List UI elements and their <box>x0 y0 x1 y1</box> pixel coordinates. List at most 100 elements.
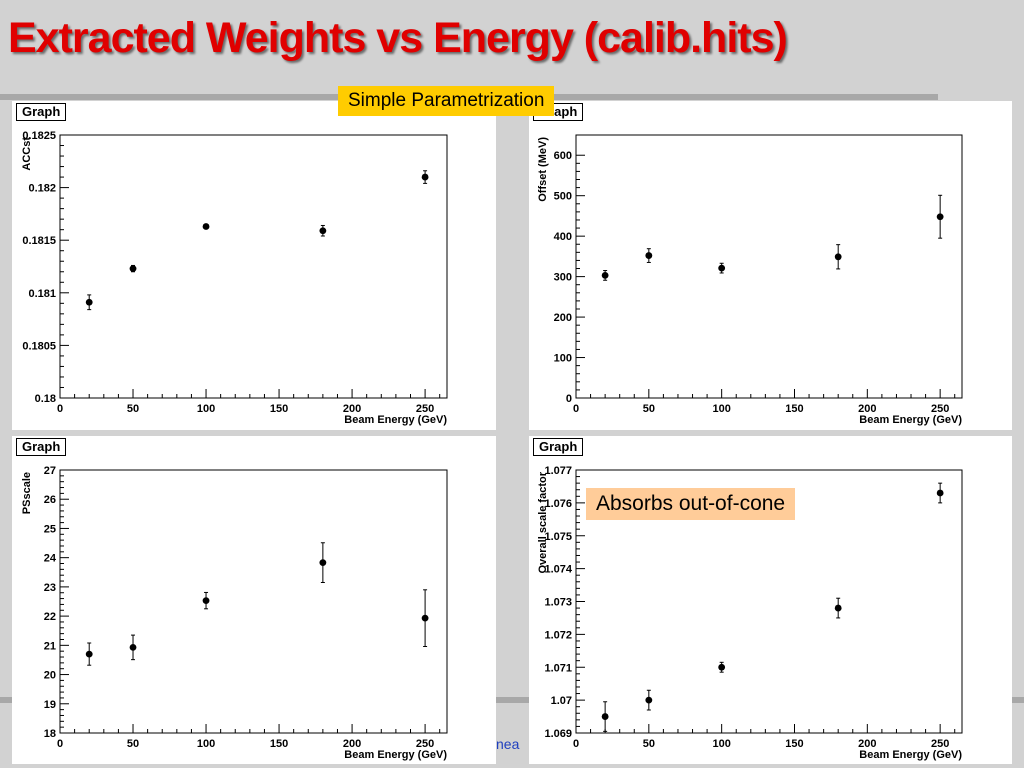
data-point <box>421 173 429 181</box>
x-tick-label: 200 <box>343 403 361 415</box>
y-tick-label: 1.073 <box>544 597 572 609</box>
callout-out-of-cone: Absorbs out-of-cone <box>586 488 796 520</box>
y-tick-label: 1.069 <box>544 728 572 740</box>
x-tick-label: 150 <box>785 403 803 415</box>
y-tick-label: 1.074 <box>544 564 572 576</box>
plot-frame <box>575 134 963 399</box>
x-tick-label: 0 <box>573 738 579 750</box>
chart-svg: 0 50 100 150 200 250 0 100 200 300 400 500 600 Beam E… <box>537 134 963 426</box>
y-tick-label: 22 <box>44 611 56 623</box>
y-tick-label: 200 <box>554 312 572 324</box>
y-tick-label: 21 <box>44 640 56 652</box>
y-tick-label: 20 <box>44 670 56 682</box>
graph-tag: Graph <box>16 103 67 121</box>
data-point <box>936 489 944 497</box>
data-point <box>645 252 653 259</box>
slide-title: Extracted Weights vs Energy (calib.hits) <box>8 14 788 62</box>
x-axis-title: Beam Energy (GeV) <box>859 749 962 761</box>
data-point <box>421 614 429 622</box>
data-point <box>129 643 137 651</box>
data-point <box>601 713 609 720</box>
x-tick-label: 100 <box>197 738 215 750</box>
x-tick-label: 0 <box>57 403 63 415</box>
footer-divider <box>0 697 1024 703</box>
y-tick-label: 26 <box>44 494 56 506</box>
x-axis-title: Beam Energy (GeV) <box>859 414 962 426</box>
y-axis-title: ACCst <box>21 137 33 171</box>
plot-frame <box>59 134 448 399</box>
x-tick-label: 50 <box>643 738 655 750</box>
y-tick-label: 1.077 <box>544 465 572 477</box>
graph-tag: Graph <box>533 438 584 456</box>
x-tick-label: 50 <box>127 738 139 750</box>
y-tick-label: 1.071 <box>544 662 572 674</box>
chart-panel-accst: 0 50 100 150 200 250 0.18 0.1805 0.181 0.1815 0.18… <box>12 101 496 430</box>
y-tick-label: 0.18 <box>35 393 56 405</box>
data-point <box>936 213 944 221</box>
data-point <box>85 650 93 658</box>
chart-panel-offset: 0 50 100 150 200 250 0 100 200 300 400 500 600 Beam E… <box>529 101 1012 430</box>
y-tick-label: 23 <box>44 582 56 594</box>
x-tick-label: 250 <box>416 738 434 750</box>
data-point <box>129 265 137 273</box>
y-tick-label: 1.076 <box>544 498 572 510</box>
footer-text: nea <box>496 736 520 752</box>
x-tick-label: 0 <box>573 403 579 415</box>
y-tick-label: 300 <box>554 272 572 284</box>
y-tick-label: 0.1815 <box>22 235 56 247</box>
x-tick-label: 100 <box>712 738 730 750</box>
y-axis-title: Offset (MeV) <box>537 137 549 202</box>
x-tick-label: 150 <box>785 738 803 750</box>
x-tick-label: 100 <box>197 403 215 415</box>
x-tick-label: 250 <box>931 738 949 750</box>
y-tick-label: 1.07 <box>551 695 572 707</box>
data-point <box>645 696 653 704</box>
data-point <box>601 272 609 279</box>
data-point <box>202 597 210 605</box>
data-point <box>718 264 726 272</box>
graph-tag: Graph <box>16 438 67 456</box>
x-tick-label: 0 <box>57 738 63 750</box>
y-tick-label: 19 <box>44 699 56 711</box>
chart-panel-psscale: 0 50 100 150 200 250 18 19 20 21 22 23 24 25 26 27 Beam … <box>12 436 496 764</box>
y-axis-title: Overall scale factor <box>537 471 549 573</box>
y-tick-label: 1.075 <box>544 531 572 543</box>
chart-panel-overall-scale: 0 50 100 150 200 250 1.069 1.07 1.071 1.072 1.073 1… <box>529 436 1012 764</box>
y-tick-label: 25 <box>44 523 56 535</box>
y-tick-label: 500 <box>554 191 572 203</box>
x-axis-title: Beam Energy (GeV) <box>344 414 447 426</box>
x-tick-label: 250 <box>931 403 949 415</box>
chart-svg: 0 50 100 150 200 250 1.069 1.07 1.071 1.072 1.073 1… <box>537 465 963 761</box>
y-tick-label: 0.1825 <box>22 130 56 142</box>
data-point <box>834 604 842 612</box>
y-tick-label: 0.181 <box>28 288 56 300</box>
y-tick-label: 400 <box>554 231 572 243</box>
y-tick-label: 24 <box>44 553 57 565</box>
x-tick-label: 200 <box>858 403 876 415</box>
data-point <box>202 223 210 230</box>
x-axis-title: Beam Energy (GeV) <box>344 749 447 761</box>
data-point <box>85 298 93 306</box>
x-tick-label: 200 <box>858 738 876 750</box>
y-tick-label: 0 <box>566 393 572 405</box>
data-point <box>319 227 327 235</box>
x-tick-label: 150 <box>270 738 288 750</box>
chart-svg: 0 50 100 150 200 250 0.18 0.1805 0.181 0.1815 0.18… <box>21 130 448 426</box>
y-tick-label: 0.182 <box>28 183 56 195</box>
data-point <box>834 253 842 261</box>
chart-svg: 0 50 100 150 200 250 18 19 20 21 22 23 24 25 26 27 Beam … <box>21 465 448 761</box>
y-tick-label: 1.072 <box>544 629 572 641</box>
x-tick-label: 250 <box>416 403 434 415</box>
y-tick-label: 0.1805 <box>22 340 56 352</box>
x-tick-label: 50 <box>643 403 655 415</box>
x-tick-label: 100 <box>712 403 730 415</box>
data-point <box>319 559 327 567</box>
x-tick-label: 50 <box>127 403 139 415</box>
plot-frame <box>59 469 448 734</box>
callout-simple-parametrization: Simple Parametrization <box>338 86 555 116</box>
x-tick-label: 200 <box>343 738 361 750</box>
y-tick-label: 600 <box>554 150 572 162</box>
y-tick-label: 100 <box>554 353 572 365</box>
x-tick-label: 150 <box>270 403 288 415</box>
y-axis-title: PSscale <box>21 472 33 514</box>
